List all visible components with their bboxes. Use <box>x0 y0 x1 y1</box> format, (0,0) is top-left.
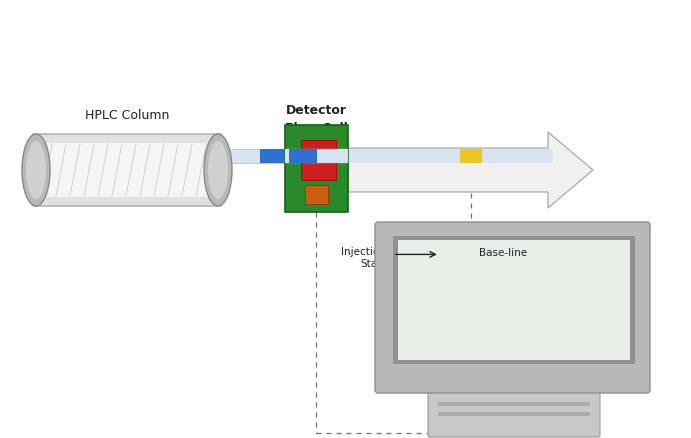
Text: HPLC Column: HPLC Column <box>85 109 169 122</box>
Bar <box>460 149 482 163</box>
Text: Flow Cell: Flow Cell <box>285 122 348 135</box>
Bar <box>348 149 553 163</box>
Bar <box>218 149 285 163</box>
Ellipse shape <box>204 134 232 206</box>
Bar <box>438 402 590 406</box>
Bar <box>289 149 317 163</box>
Bar <box>285 125 348 212</box>
FancyBboxPatch shape <box>428 391 600 437</box>
FancyBboxPatch shape <box>375 222 650 393</box>
Bar <box>285 149 348 163</box>
Ellipse shape <box>26 141 46 199</box>
Ellipse shape <box>22 134 50 206</box>
Bar <box>260 149 292 163</box>
FancyBboxPatch shape <box>32 134 222 206</box>
Ellipse shape <box>208 141 228 199</box>
FancyBboxPatch shape <box>37 143 217 197</box>
Text: Base-line: Base-line <box>479 248 527 258</box>
Bar <box>393 236 635 364</box>
Text: Injection
Start: Injection Start <box>341 247 386 269</box>
Text: Detector: Detector <box>286 104 347 117</box>
Bar <box>438 412 590 416</box>
Bar <box>305 185 328 204</box>
Polygon shape <box>348 132 593 208</box>
Bar <box>301 140 336 180</box>
Bar <box>494 388 530 393</box>
Bar <box>398 240 630 360</box>
